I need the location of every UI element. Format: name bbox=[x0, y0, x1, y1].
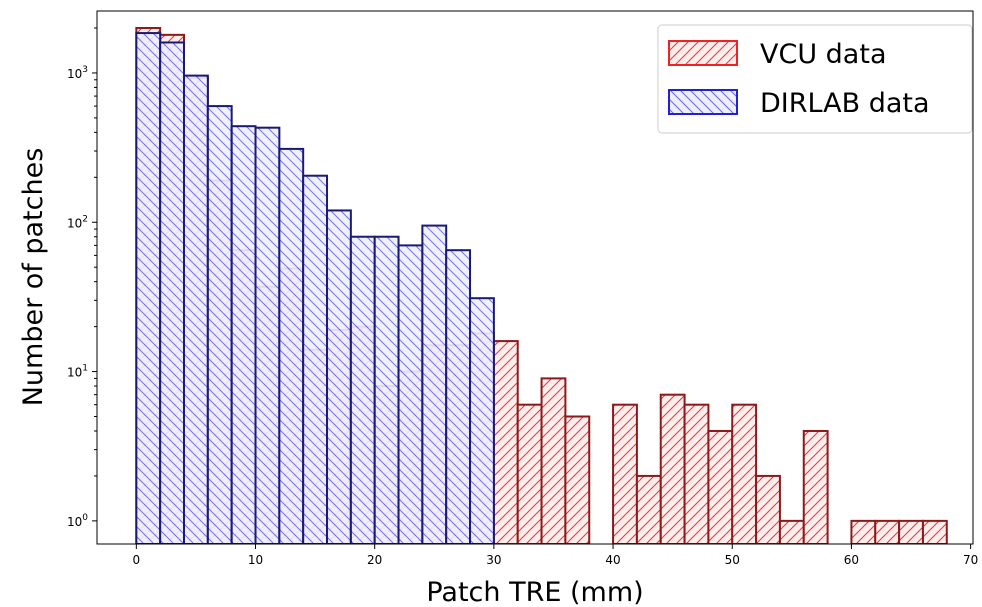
dirlab-bar bbox=[159, 41, 186, 544]
x-axis-label: Patch TRE (mm) bbox=[426, 577, 643, 607]
plot-frame bbox=[96, 10, 974, 545]
y-axis: 100 101 102 103 bbox=[67, 27, 97, 529]
dirlab-bar bbox=[254, 126, 281, 544]
vcu-bar bbox=[659, 393, 686, 544]
x-tick-label: 0 bbox=[133, 553, 141, 567]
x-tick-label: 20 bbox=[367, 553, 382, 567]
y-tick-label: 102 bbox=[67, 214, 88, 230]
dirlab-bar bbox=[397, 244, 424, 544]
vcu-bar bbox=[683, 403, 710, 544]
dirlab-series bbox=[135, 32, 495, 544]
y-tick-label: 103 bbox=[67, 65, 88, 81]
vcu-bar bbox=[731, 403, 758, 544]
dirlab-bar bbox=[469, 297, 495, 544]
vcu-bar bbox=[492, 340, 519, 544]
legend: VCU data DIRLAB data bbox=[657, 24, 973, 134]
vcu-bar bbox=[778, 519, 805, 544]
dirlab-bar bbox=[135, 32, 162, 544]
dirlab-bar bbox=[421, 224, 448, 544]
legend-swatch-dirlab bbox=[668, 89, 738, 115]
y-tick-label: 100 bbox=[67, 513, 88, 529]
vcu-bar bbox=[898, 519, 924, 544]
dirlab-bar bbox=[326, 209, 352, 544]
dirlab-bar bbox=[373, 235, 400, 544]
vcu-bar bbox=[612, 403, 638, 544]
legend-label-dirlab: DIRLAB data bbox=[760, 88, 930, 119]
vcu-bar bbox=[707, 429, 734, 544]
vcu-bar bbox=[802, 429, 829, 544]
x-tick-label: 10 bbox=[248, 553, 263, 567]
dirlab-bar bbox=[302, 174, 329, 544]
dirlab-bar bbox=[445, 249, 472, 544]
legend-swatch-vcu bbox=[668, 40, 738, 66]
vcu-bar bbox=[540, 377, 567, 544]
x-axis: 0 10 20 30 40 50 60 70 bbox=[133, 544, 978, 567]
x-tick-label: 50 bbox=[725, 553, 740, 567]
legend-label-vcu: VCU data bbox=[760, 39, 886, 70]
dirlab-bar bbox=[206, 105, 233, 544]
vcu-bar bbox=[635, 474, 662, 544]
dirlab-bar bbox=[349, 235, 376, 544]
dirlab-bar bbox=[230, 125, 257, 544]
dirlab-bar bbox=[278, 147, 305, 544]
vcu-bar bbox=[516, 403, 543, 544]
vcu-bar bbox=[755, 474, 781, 544]
dirlab-bar bbox=[183, 74, 209, 544]
vcu-bar bbox=[874, 519, 901, 544]
y-axis-label: Number of patches bbox=[18, 148, 49, 407]
vcu-bar bbox=[564, 415, 591, 544]
x-tick-label: 60 bbox=[844, 553, 859, 567]
x-tick-label: 30 bbox=[486, 553, 501, 567]
y-tick-label: 101 bbox=[67, 364, 88, 380]
vcu-bar bbox=[850, 519, 877, 544]
x-tick-label: 40 bbox=[605, 553, 620, 567]
vcu-bar bbox=[921, 519, 948, 544]
x-tick-label: 70 bbox=[963, 553, 978, 567]
